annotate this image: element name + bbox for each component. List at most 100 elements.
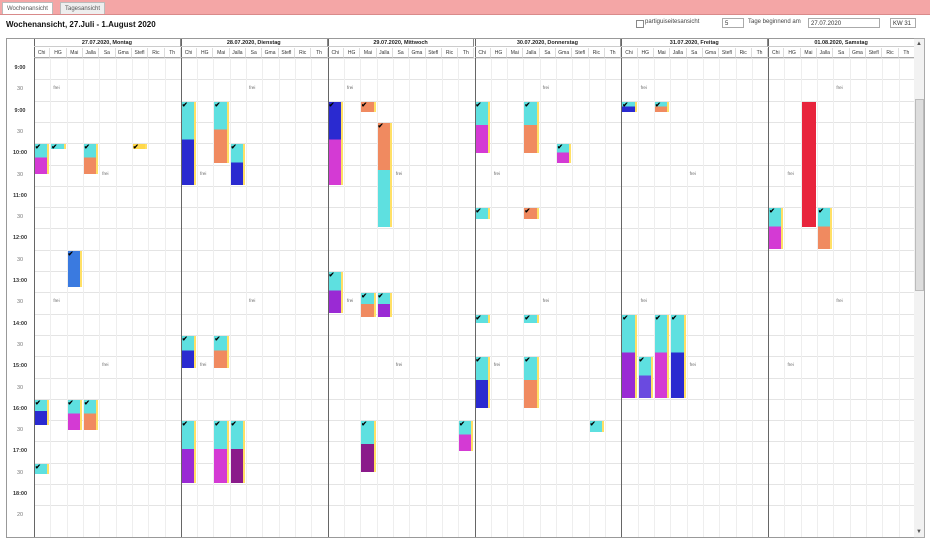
staff-column-header[interactable]: Sa xyxy=(246,48,263,58)
appointment-block[interactable]: ✔ xyxy=(328,272,343,313)
tab-week-view[interactable]: Wochenansicht xyxy=(2,2,53,14)
staff-column-header[interactable]: Mai xyxy=(360,48,377,58)
appointment-block[interactable]: ✔ xyxy=(230,144,246,185)
staff-column-header[interactable]: Mai xyxy=(507,48,524,58)
staff-column-header[interactable]: Chi xyxy=(327,48,344,58)
staff-column-header[interactable]: Stefl xyxy=(131,48,149,58)
staff-column-header[interactable]: Stefl xyxy=(425,48,442,58)
appointment-block[interactable]: ✔ xyxy=(654,101,670,113)
staff-column-header[interactable]: Th xyxy=(458,48,475,58)
staff-column-header[interactable]: Gma xyxy=(409,48,426,58)
staff-column-header[interactable]: Stefl xyxy=(719,48,736,58)
appointment-block[interactable]: ✔ xyxy=(459,421,474,452)
appointment-block[interactable]: ✔ xyxy=(214,421,229,483)
staff-column-header[interactable]: Ric xyxy=(148,48,165,58)
appointment-block[interactable]: ✔ xyxy=(524,357,539,409)
staff-column-header[interactable]: Ric xyxy=(735,48,752,58)
staff-column-header[interactable]: Gma xyxy=(702,48,720,58)
staff-column-header[interactable]: Jalla xyxy=(670,48,687,58)
appointment-block[interactable]: ✔ xyxy=(361,421,376,473)
appointment-block[interactable]: ✔ xyxy=(475,357,490,409)
staff-column-header[interactable]: Gma xyxy=(849,48,867,58)
appointment-block[interactable]: ✔ xyxy=(818,208,833,249)
staff-column-header[interactable]: Jalla xyxy=(229,48,247,58)
appointment-block[interactable]: ✔ xyxy=(524,314,539,324)
appointment-block[interactable]: ✔ xyxy=(475,208,490,219)
appointment-block[interactable] xyxy=(801,101,817,228)
scroll-up-icon[interactable]: ▲ xyxy=(916,41,922,47)
staff-column-header[interactable]: Chi xyxy=(474,48,491,58)
calendar-week-select[interactable]: KW 31 xyxy=(890,18,916,28)
start-date-field[interactable]: 27.07.2020 xyxy=(808,18,880,28)
appointment-block[interactable]: ✔ xyxy=(361,101,376,113)
scroll-thumb[interactable] xyxy=(915,99,924,291)
appointment-block[interactable]: ✔ xyxy=(51,144,66,149)
tab-day-view[interactable]: Tagesansicht xyxy=(60,2,106,14)
appointment-block[interactable]: ✔ xyxy=(181,335,197,368)
appointment-block[interactable]: ✔ xyxy=(35,399,50,426)
staff-column-header[interactable]: HG xyxy=(490,48,508,58)
appointment-block[interactable]: ✔ xyxy=(83,399,99,430)
view-checkbox[interactable] xyxy=(636,20,644,28)
appointment-block[interactable]: ✔ xyxy=(35,144,50,175)
appointment-block[interactable]: ✔ xyxy=(557,144,572,164)
appointment-block[interactable]: ✔ xyxy=(622,314,637,398)
staff-column-header[interactable]: Ric xyxy=(588,48,606,58)
staff-column-header[interactable]: Th xyxy=(311,48,328,58)
staff-column-header[interactable]: Sa xyxy=(99,48,116,58)
appointment-block[interactable]: ✔ xyxy=(361,293,376,317)
appointment-block[interactable]: ✔ xyxy=(181,101,197,185)
staff-column-header[interactable]: Jalla xyxy=(523,48,540,58)
appointment-block[interactable]: ✔ xyxy=(214,101,229,164)
vertical-scrollbar[interactable]: ▲ ▼ xyxy=(914,38,925,538)
appointment-block[interactable]: ✔ xyxy=(377,122,392,228)
appointment-block[interactable]: ✔ xyxy=(67,250,82,288)
staff-column-header[interactable]: Sa xyxy=(686,48,703,58)
staff-column-header[interactable]: HG xyxy=(637,48,654,58)
staff-column-header[interactable]: Th xyxy=(605,48,622,58)
appointment-block[interactable]: ✔ xyxy=(214,335,229,368)
staff-column-header[interactable]: Gma xyxy=(262,48,279,58)
staff-column-header[interactable]: Gma xyxy=(115,48,132,58)
staff-column-header[interactable]: Th xyxy=(751,48,769,58)
appointment-block[interactable]: ✔ xyxy=(475,314,490,324)
appointment-block[interactable]: ✔ xyxy=(181,421,197,483)
staff-column-header[interactable]: Chi xyxy=(768,48,785,58)
staff-column-header[interactable]: Mai xyxy=(653,48,671,58)
appointment-block[interactable]: ✔ xyxy=(132,144,148,149)
appointment-block[interactable]: ✔ xyxy=(638,357,653,398)
staff-column-header[interactable]: Mai xyxy=(800,48,818,58)
staff-column-header[interactable]: Sa xyxy=(392,48,410,58)
staff-column-header[interactable]: Chi xyxy=(180,48,198,58)
staff-column-header[interactable]: Stefl xyxy=(278,48,296,58)
appointment-block[interactable]: ✔ xyxy=(328,101,343,185)
staff-column-header[interactable]: HG xyxy=(197,48,214,58)
appointment-block[interactable]: ✔ xyxy=(230,421,246,483)
appointment-block[interactable]: ✔ xyxy=(671,314,686,398)
staff-column-header[interactable]: Ric xyxy=(295,48,312,58)
staff-column-header[interactable]: Jalla xyxy=(376,48,393,58)
staff-column-header[interactable]: Chi xyxy=(621,48,638,58)
staff-column-header[interactable]: Jalla xyxy=(817,48,834,58)
appointment-block[interactable]: ✔ xyxy=(524,208,539,219)
appointment-block[interactable]: ✔ xyxy=(377,293,392,317)
appointment-block[interactable]: ✔ xyxy=(475,101,490,153)
staff-column-header[interactable]: Sa xyxy=(833,48,850,58)
staff-column-header[interactable]: Gma xyxy=(556,48,573,58)
appointment-block[interactable]: ✔ xyxy=(83,144,99,175)
staff-column-header[interactable]: Stefl xyxy=(572,48,589,58)
days-stepper[interactable]: 5 xyxy=(722,18,744,28)
staff-column-header[interactable]: Ric xyxy=(882,48,899,58)
appointment-block[interactable]: ✔ xyxy=(524,101,539,153)
appointment-block[interactable]: ✔ xyxy=(35,463,50,475)
staff-column-header[interactable]: Stefl xyxy=(866,48,883,58)
staff-column-header[interactable]: Mai xyxy=(213,48,230,58)
staff-column-header[interactable]: Jalla xyxy=(82,48,100,58)
appointment-block[interactable]: ✔ xyxy=(589,421,605,432)
staff-column-header[interactable]: HG xyxy=(784,48,801,58)
staff-column-header[interactable]: Mai xyxy=(66,48,83,58)
scroll-down-icon[interactable]: ▼ xyxy=(916,529,922,535)
staff-column-header[interactable]: Sa xyxy=(539,48,557,58)
staff-column-header[interactable]: Chi xyxy=(34,48,51,58)
appointment-block[interactable]: ✔ xyxy=(67,399,82,430)
